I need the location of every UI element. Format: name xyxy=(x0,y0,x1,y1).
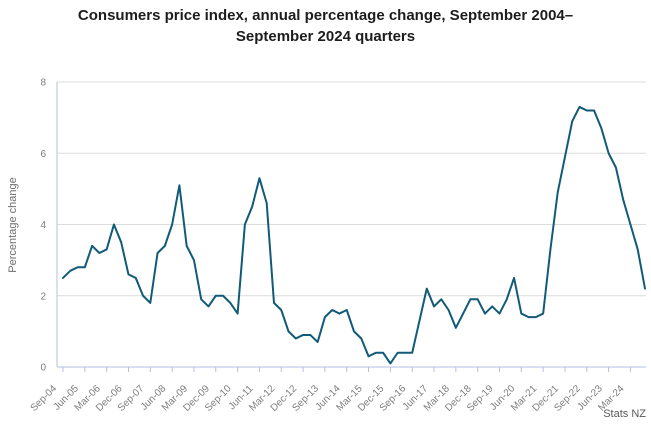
y-axis-title: Percentage change xyxy=(7,177,19,272)
y-tick-label: 6 xyxy=(40,149,46,160)
y-tick-label: 4 xyxy=(40,220,46,231)
chart-title: Consumers price index, annual percentage… xyxy=(77,7,574,45)
y-tick-label: 2 xyxy=(40,291,46,302)
y-tick-label: 0 xyxy=(40,363,46,374)
data-line xyxy=(62,105,646,365)
y-tick-label: 8 xyxy=(40,78,46,89)
plot-area: 02468Sep-04Jun-05Mar-06Dec-06Sep-07Jun-0… xyxy=(29,78,646,414)
source-attribution: Stats NZ xyxy=(603,408,646,420)
